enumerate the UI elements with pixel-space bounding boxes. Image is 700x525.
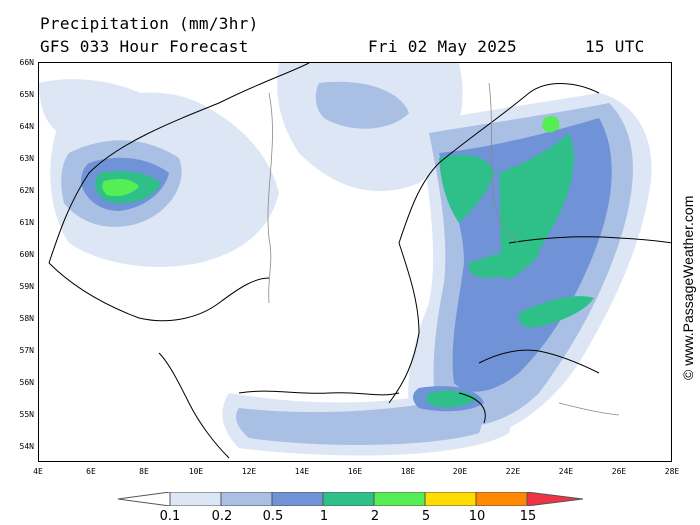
lon-label: 28E [664, 467, 680, 476]
legend-label: 0.1 [159, 509, 181, 524]
lon-label: 14E [294, 467, 310, 476]
lat-label: 57N [19, 346, 34, 355]
lon-label: 20E [452, 467, 468, 476]
lon-label: 16E [347, 467, 363, 476]
lat-label: 55N [19, 410, 34, 419]
legend-swatch [475, 492, 528, 506]
legend-swatch [526, 492, 583, 506]
legend-swatch [322, 492, 375, 506]
credit-watermark: © www.PassageWeather.com [680, 196, 696, 380]
lat-label: 60N [19, 250, 34, 259]
legend-label: 0.5 [262, 509, 284, 524]
coastlines [48, 63, 671, 459]
lon-label: 18E [400, 467, 416, 476]
lon-label: 6E [86, 467, 96, 476]
lon-label: 24E [558, 467, 574, 476]
legend-label: 2 [370, 509, 380, 524]
legend-label: 5 [421, 509, 431, 524]
precip-legend [118, 492, 583, 506]
lat-label: 58N [19, 314, 34, 323]
precipitation-map [38, 62, 672, 462]
legend-swatch [169, 492, 222, 506]
title: Precipitation (mm/3hr) [40, 14, 259, 33]
lon-label: 8E [139, 467, 149, 476]
forecast-time: 15 UTC [585, 37, 645, 56]
lat-label: 54N [19, 442, 34, 451]
country-borders [267, 82, 620, 416]
lon-label: 12E [241, 467, 257, 476]
legend-swatch [424, 492, 477, 506]
legend-label: 0.2 [211, 509, 233, 524]
lon-label: 22E [505, 467, 521, 476]
forecast-label: GFS 033 Hour Forecast [40, 37, 249, 56]
lon-label: 4E [33, 467, 43, 476]
legend-swatch [220, 492, 273, 506]
legend-swatch [373, 492, 426, 506]
forecast-date: Fri 02 May 2025 [368, 37, 517, 56]
precip-5-layer [102, 116, 560, 197]
lon-label: 10E [188, 467, 204, 476]
legend-swatch [271, 492, 324, 506]
legend-label: 10 [468, 509, 486, 524]
legend-label: 1 [319, 509, 329, 524]
lat-label: 56N [19, 378, 34, 387]
map-canvas [39, 63, 671, 459]
lat-label: 62N [19, 186, 34, 195]
legend-swatch [118, 492, 171, 506]
credit-text: © www.PassageWeather.com [680, 196, 696, 380]
lat-label: 65N [19, 90, 34, 99]
lon-label: 26E [611, 467, 627, 476]
legend-label: 15 [519, 509, 537, 524]
lat-label: 61N [19, 218, 34, 227]
lat-label: 66N [19, 58, 34, 67]
lat-label: 63N [19, 154, 34, 163]
lat-label: 59N [19, 282, 34, 291]
lat-label: 64N [19, 122, 34, 131]
